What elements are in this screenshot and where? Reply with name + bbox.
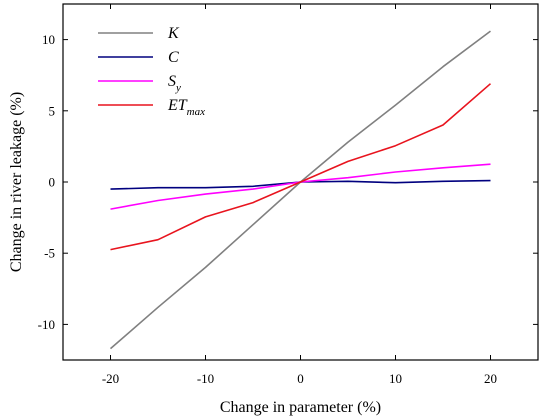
x-tick-label: -10: [197, 371, 214, 386]
x-tick-label: -20: [102, 371, 119, 386]
x-tick-label: 20: [484, 371, 497, 386]
x-tick-label: 0: [297, 371, 304, 386]
legend-label-k: K: [167, 25, 180, 42]
y-tick-label: 10: [42, 32, 55, 47]
y-tick-label: -5: [44, 246, 55, 261]
y-axis-label: Change in river leakage (%): [8, 92, 25, 272]
series-line-sy: [110, 163, 491, 210]
legend-label-etmax: ETmax: [167, 97, 205, 118]
y-tick-label: 0: [49, 175, 56, 190]
y-tick-label: 5: [49, 103, 56, 118]
chart-legend: KC Sy ETmax: [98, 25, 205, 118]
series-lines: [109, 30, 492, 350]
x-tick-label: 10: [389, 371, 402, 386]
legend-label-sy: Sy: [168, 73, 181, 94]
x-axis-label: Change in parameter (%): [220, 399, 381, 416]
legend-label-c: C: [168, 49, 179, 66]
axis-ticks: -20 -10 0 10 20 -10 -5 0 5 10: [38, 4, 538, 386]
series-line-etmax: [110, 83, 492, 251]
y-tick-label: -10: [38, 317, 55, 332]
